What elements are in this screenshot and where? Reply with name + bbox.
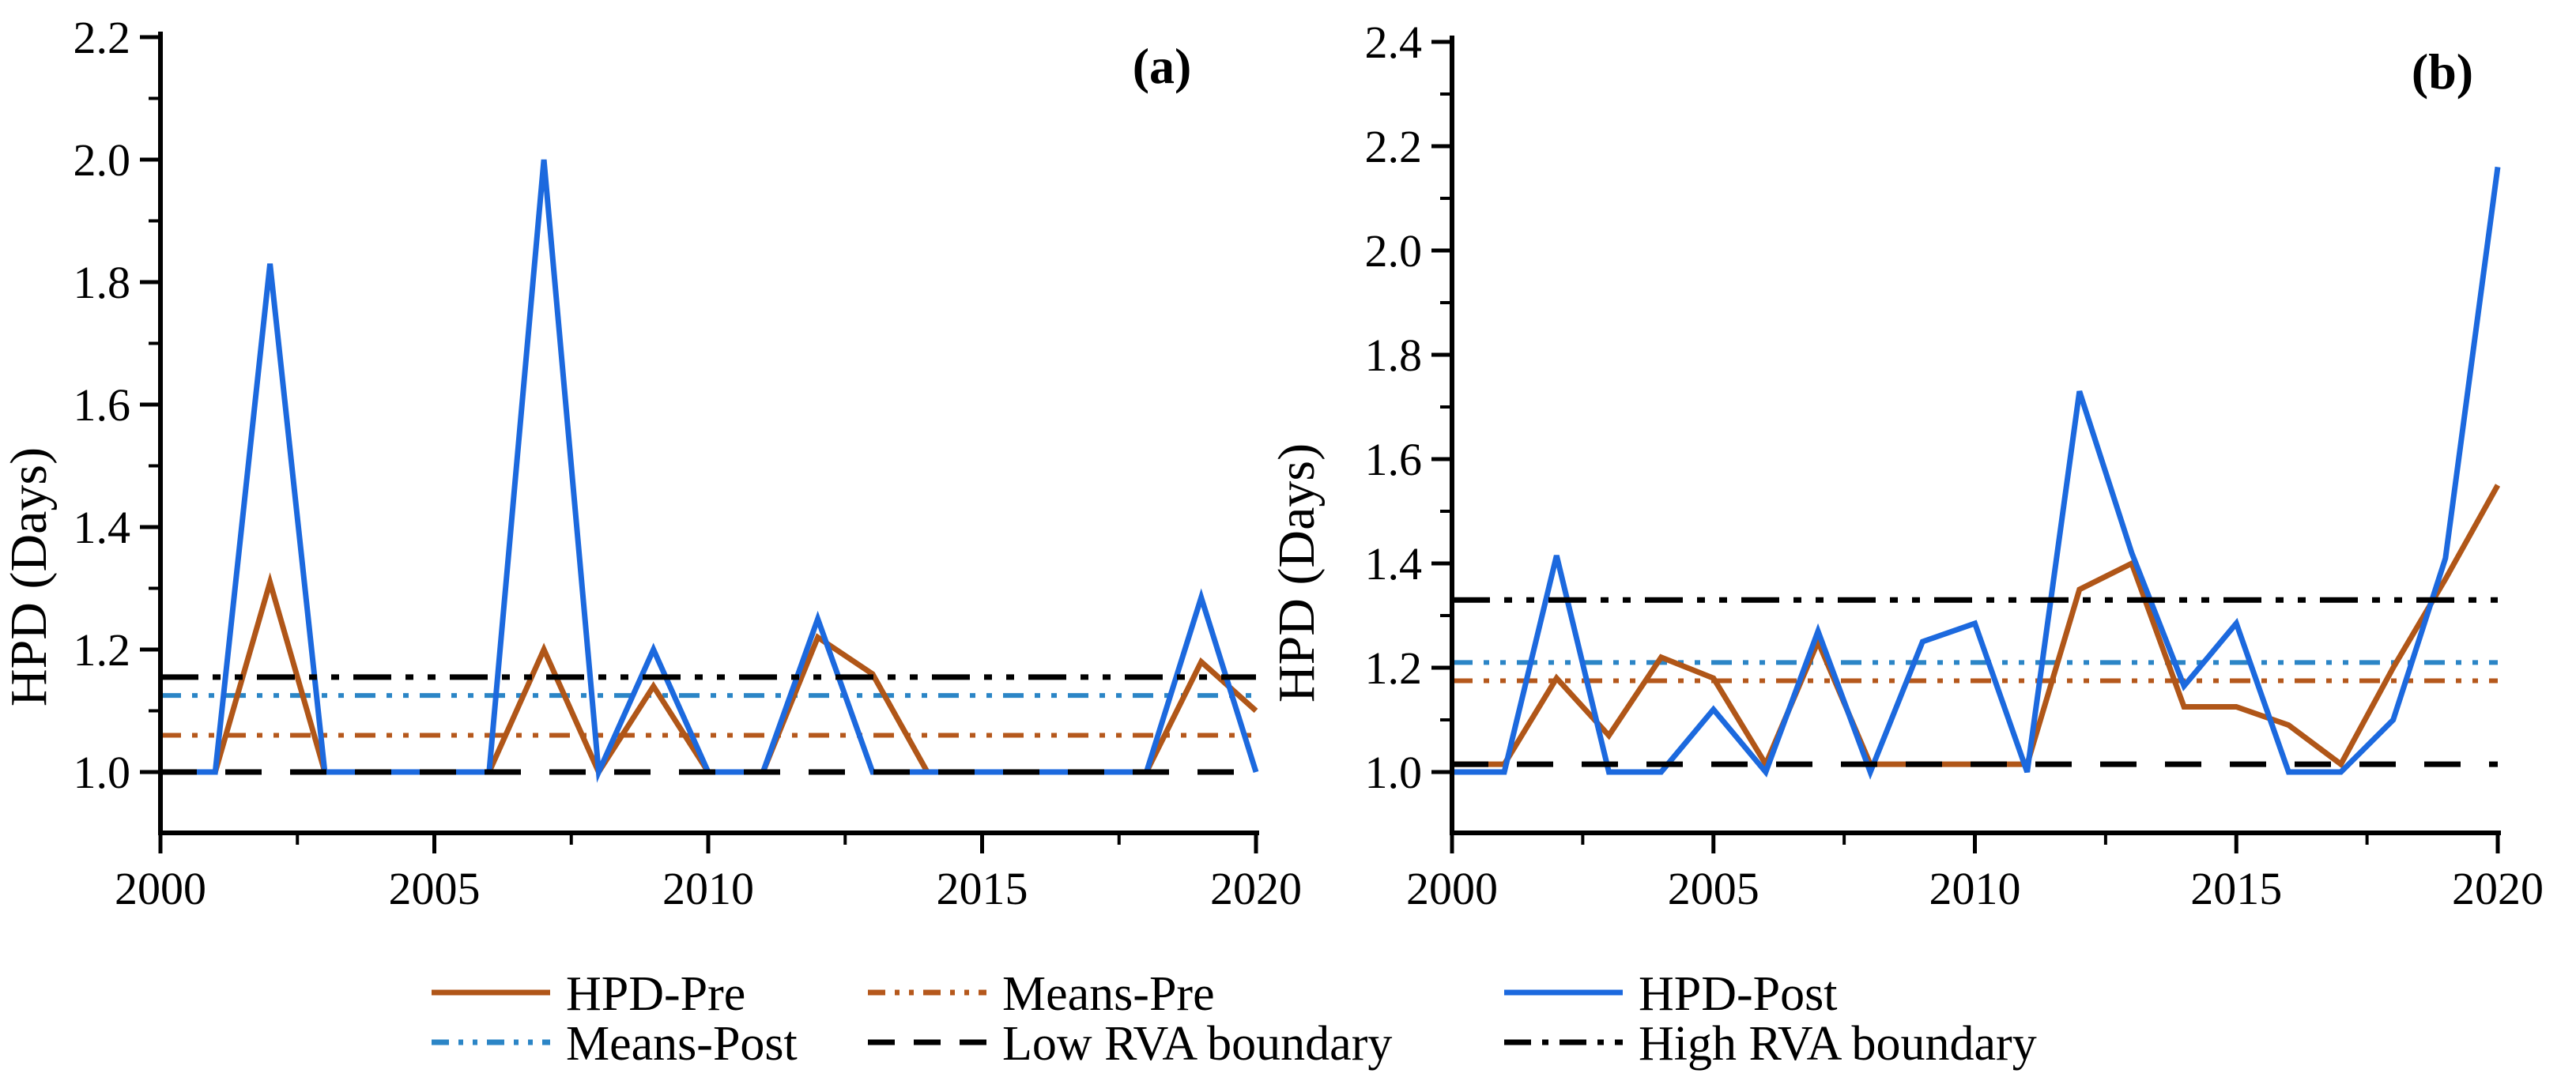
y-tick-label: 1.8 <box>74 257 131 308</box>
legend: HPD-Pre Means-Pre HPD-Post Means-Post Lo… <box>432 967 2037 1071</box>
panel-b-letter: (b) <box>2412 43 2473 100</box>
y-tick-label: 1.4 <box>1365 538 1423 589</box>
y-tick-label: 2.2 <box>74 12 131 63</box>
y-tick-label: 1.2 <box>74 624 131 676</box>
hpd-post-line <box>160 159 1259 783</box>
y-tick-label: 2.4 <box>1365 17 1423 68</box>
x-tick-label: 2000 <box>115 863 206 914</box>
y-axis-title-panel-b: HPD (Days) <box>1268 443 1326 702</box>
x-tick-label: 2005 <box>1668 863 1759 914</box>
x-tick-label: 2010 <box>1929 863 2021 914</box>
legend-label-hpd-post: HPD-Post <box>1639 967 1838 1021</box>
panel-a-plot-area: 1.0 1.2 1.4 1.6 1.8 2.0 2.2 2000 2005 2010 2015 202… <box>74 12 1303 914</box>
x-tick-label: 2005 <box>389 863 481 914</box>
x-tick-label: 2000 <box>1406 863 1498 914</box>
y-tick-label: 1.4 <box>74 502 131 553</box>
x-tick-label: 2010 <box>662 863 754 914</box>
y-tick-label: 1.8 <box>1365 330 1423 381</box>
y-tick-label: 2.0 <box>74 134 131 186</box>
legend-label-low-rva: Low RVA boundary <box>1002 1017 1392 1071</box>
hpd-pre-line <box>160 572 1258 778</box>
y-tick-label: 1.0 <box>74 747 131 798</box>
x-tick-label: 2020 <box>1210 863 1302 914</box>
y-tick-label: 2.0 <box>1365 225 1423 277</box>
legend-label-means-pre: Means-Pre <box>1002 967 1215 1021</box>
y-tick-label: 2.2 <box>1365 121 1423 172</box>
y-axis-title-panel-a: HPD (Days) <box>0 447 58 706</box>
legend-label-means-post: Means-Post <box>566 1017 798 1071</box>
panel-a-letter: (a) <box>1133 38 1192 94</box>
legend-label-hpd-pre: HPD-Pre <box>566 967 745 1021</box>
hpd-post-line <box>1452 166 2501 780</box>
y-tick-label: 1.2 <box>1365 642 1423 694</box>
x-tick-label: 2020 <box>2452 863 2544 914</box>
legend-label-high-rva: High RVA boundary <box>1639 1017 2037 1071</box>
x-tick-label: 2015 <box>2190 863 2282 914</box>
y-tick-label: 1.6 <box>74 379 131 431</box>
y-tick-label: 1.6 <box>1365 434 1423 485</box>
y-tick-label: 1.0 <box>1365 747 1423 798</box>
x-tick-label: 2015 <box>937 863 1028 914</box>
panel-b-plot-area: 1.0 1.2 1.4 1.6 1.8 2.0 2.2 2.4 2000 2005 2010 2015… <box>1365 17 2544 914</box>
